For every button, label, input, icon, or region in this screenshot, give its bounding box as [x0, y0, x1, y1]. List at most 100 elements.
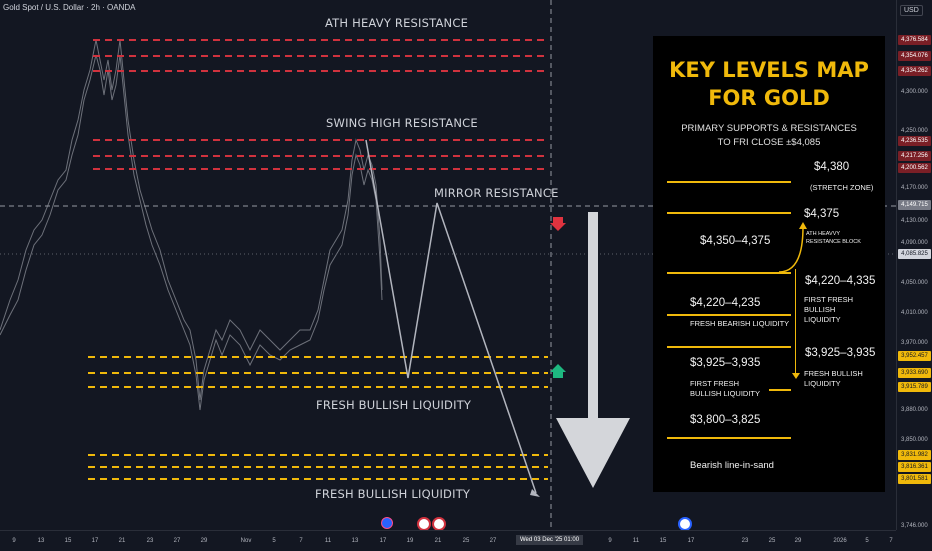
fresh-bullish-label-1: FRESH BULLISH LIQUIDITY: [316, 398, 472, 412]
price-tag: 4,354.076: [898, 51, 931, 61]
chart-canvas[interactable]: [0, 0, 896, 530]
price-label: 4,130.000: [901, 218, 928, 224]
time-label: 27: [489, 538, 497, 544]
panel-subtitle-line2: TO FRI CLOSE ±$4,085: [717, 137, 821, 148]
first-fresh-b-line1: FIRST FRESH: [690, 379, 740, 388]
curved-arrow-icon: [778, 222, 807, 273]
price-series: [0, 39, 383, 411]
line-in-sand-label: Bearish line-in-sand: [690, 460, 774, 471]
vertical-connector: [795, 269, 796, 377]
currency-label[interactable]: USD: [900, 5, 923, 16]
fresh-bullish-label-2: FRESH BULLISH LIQUIDITY: [315, 487, 471, 501]
fresh-bullish-zone-1[interactable]: [88, 356, 548, 388]
time-label: 17: [91, 538, 99, 544]
price-label: 4,090.000: [901, 240, 928, 246]
big-down-arrow[interactable]: [556, 212, 630, 488]
zone-3925-a: $3,925–3,935: [690, 357, 761, 369]
ath-resistance-zone[interactable]: [93, 39, 548, 72]
time-label: 9: [608, 538, 612, 544]
ath-block-line1: ATH HEAVVY: [806, 231, 841, 237]
key-levels-panel: KEY LEVELS MAP FOR GOLD PRIMARY SUPPORTS…: [653, 36, 885, 492]
panel-title-line1: KEY LEVELS MAP: [669, 58, 869, 82]
chart-title: Gold Spot / U.S. Dollar · 2h · OANDA: [3, 3, 136, 12]
bullish-marker-icon: [550, 364, 566, 378]
swing-high-resistance-zone[interactable]: [93, 139, 548, 170]
level-line-4350: [667, 272, 791, 274]
level-line-3800: [667, 437, 791, 439]
level-line-4380: [667, 181, 791, 183]
time-label: 15: [64, 538, 72, 544]
time-label: 15: [659, 538, 667, 544]
price-label: 4,050.000: [901, 280, 928, 286]
bearish-marker-icon: [550, 217, 566, 231]
time-label: 21: [434, 538, 442, 544]
us-flag-event-icon[interactable]: [417, 517, 431, 531]
price-tag: 3,816.361: [898, 462, 931, 472]
first-fresh-line2: BULLISH: [804, 305, 836, 314]
price-tag: 3,831.982: [898, 450, 931, 460]
down-arrow-small-icon: [792, 373, 800, 379]
current-price-tag: 4,085.825: [898, 249, 931, 259]
time-label: 27: [173, 538, 181, 544]
fresh-bullish-zone-2[interactable]: [88, 454, 548, 480]
price-label: 3,850.000: [901, 437, 928, 443]
price-label: 3,880.000: [901, 407, 928, 413]
time-label: 11: [324, 538, 332, 544]
mirror-label: MIRROR RESISTANCE: [434, 186, 559, 200]
fresh-bullish-b-line1: FRESH BULLISH: [804, 369, 863, 378]
price-tag: 4,200.562: [898, 163, 931, 173]
time-label: 13: [351, 538, 359, 544]
zone-3800-3825: $3,800–3,825: [690, 414, 761, 426]
panel-title-line2: FOR GOLD: [708, 86, 830, 110]
level-line-4220: [667, 314, 791, 316]
us-flag-event-icon-2[interactable]: [432, 517, 446, 531]
time-label: 7: [889, 538, 893, 544]
time-label: 19: [406, 538, 414, 544]
time-label: 11: [632, 538, 640, 544]
stretch-zone-label: (STRETCH ZONE): [810, 183, 874, 192]
time-label: 2026: [833, 538, 847, 544]
zone-4350-4375: $4,350–4,375: [700, 235, 771, 247]
ath-label: ATH HEAVY RESISTANCE: [325, 16, 469, 30]
price-axis[interactable]: USD 4,300.000 4,250.000 4,170.000 4,130.…: [896, 0, 932, 530]
zone-4220-4335: $4,220–4,335: [805, 275, 876, 287]
us-flag-event-icon-3[interactable]: [678, 517, 692, 531]
level-4380: $4,380: [814, 161, 850, 173]
price-tag: 3,915.789: [898, 382, 931, 392]
price-tag: 3,952.457: [898, 351, 931, 361]
fresh-bearish-label: FRESH BEARISH LIQUIDITY: [690, 319, 790, 328]
price-label: 4,010.000: [901, 310, 928, 316]
projection-arrowhead: [530, 489, 540, 497]
crosshair-price-tag: 4,149.715: [898, 200, 931, 210]
time-label: 23: [741, 538, 749, 544]
time-label: 21: [118, 538, 126, 544]
level-line-3925: [769, 389, 791, 391]
price-tag: 3,801.581: [898, 474, 931, 484]
fresh-bullish-b-line2: LIQUIDITY: [804, 379, 841, 388]
level-line-3935: [667, 346, 791, 348]
time-label: 13: [37, 538, 45, 544]
cursor-time-label: Wed 03 Dec '25 01:00: [516, 535, 584, 545]
price-tag: 4,236.535: [898, 136, 931, 146]
swing-label: SWING HIGH RESISTANCE: [326, 116, 478, 130]
price-label: 4,250.000: [901, 128, 928, 134]
first-fresh-line1: FIRST FRESH: [804, 295, 854, 304]
time-label: 25: [768, 538, 776, 544]
chart-area[interactable]: Gold Spot / U.S. Dollar · 2h · OANDA ATH…: [0, 0, 896, 531]
time-label: 23: [146, 538, 154, 544]
ath-block-line2: RESISTANCE BLOCK: [806, 239, 861, 245]
time-label: 7: [299, 538, 303, 544]
zone-3925-b: $3,925–3,935: [805, 347, 876, 359]
time-label: 29: [794, 538, 802, 544]
first-fresh-line3: LIQUIDITY: [804, 315, 841, 324]
time-label: 5: [272, 538, 276, 544]
price-label: 3,970.000: [901, 340, 928, 346]
price-label: 4,170.000: [901, 185, 928, 191]
time-label: 29: [200, 538, 208, 544]
projection-path[interactable]: [365, 139, 537, 494]
time-axis[interactable]: 9 13 15 17 21 23 27 29 Nov 5 7 11 13 17 …: [0, 530, 896, 551]
lightning-event-icon[interactable]: [381, 517, 393, 529]
level-line-4375: [667, 212, 791, 214]
price-label: 4,300.000: [901, 89, 928, 95]
zone-4220-4235: $4,220–4,235: [690, 297, 761, 309]
